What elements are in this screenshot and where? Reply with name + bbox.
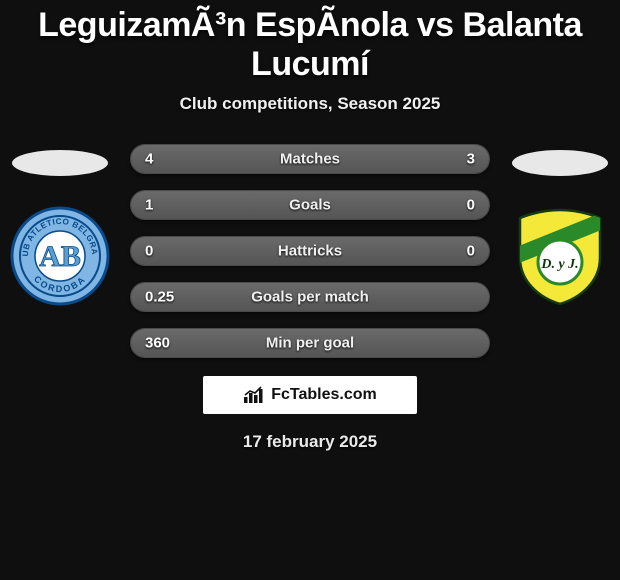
stat-row: 4 Matches 3 xyxy=(130,144,490,174)
stat-row: 360 Min per goal xyxy=(130,328,490,358)
right-team-column: D. y J. xyxy=(500,144,620,306)
stat-row: 0 Hattricks 0 xyxy=(130,236,490,266)
svg-text:D. y J.: D. y J. xyxy=(540,257,578,272)
left-team-badge: CLUB ATLETICO BELGRANO CORDOBA AB xyxy=(10,206,110,306)
stat-row: 0.25 Goals per match xyxy=(130,282,490,312)
stat-value-left: 0.25 xyxy=(145,289,174,306)
stat-label: Matches xyxy=(280,151,340,168)
left-team-column: CLUB ATLETICO BELGRANO CORDOBA AB xyxy=(0,144,120,306)
stat-value-left: 1 xyxy=(145,197,153,214)
brand-label: FcTables.com xyxy=(271,386,377,404)
defensa-badge-icon: D. y J. xyxy=(510,206,610,306)
brand-box[interactable]: FcTables.com xyxy=(203,376,417,414)
stat-label: Hattricks xyxy=(278,243,342,260)
stat-row: 1 Goals 0 xyxy=(130,190,490,220)
page-subtitle: Club competitions, Season 2025 xyxy=(0,94,620,114)
stat-value-left: 360 xyxy=(145,335,170,352)
photo-placeholder-ellipse xyxy=(512,150,608,176)
stat-fill-right xyxy=(417,191,489,219)
belgrano-badge-icon: CLUB ATLETICO BELGRANO CORDOBA AB xyxy=(10,206,110,306)
stat-value-right: 0 xyxy=(467,197,475,214)
main-row: CLUB ATLETICO BELGRANO CORDOBA AB 4 Match… xyxy=(0,144,620,358)
infographic-container: LeguizamÃ³n EspÃ­nola vs Balanta Lucumí … xyxy=(0,0,620,452)
stat-value-left: 0 xyxy=(145,243,153,260)
stats-column: 4 Matches 3 1 Goals 0 0 Hattricks 0 0.25 Goals per… xyxy=(120,144,500,358)
stat-label: Goals per match xyxy=(251,289,369,306)
stat-value-right: 3 xyxy=(467,151,475,168)
photo-placeholder-ellipse xyxy=(12,150,108,176)
stat-label: Min per goal xyxy=(266,335,354,352)
stat-fill-left xyxy=(131,191,417,219)
date-label: 17 february 2025 xyxy=(0,432,620,452)
bar-chart-icon xyxy=(243,386,265,404)
page-title: LeguizamÃ³n EspÃ­nola vs Balanta Lucumí xyxy=(0,6,620,84)
svg-text:AB: AB xyxy=(39,240,81,273)
stat-value-right: 0 xyxy=(467,243,475,260)
stat-label: Goals xyxy=(289,197,331,214)
stat-value-left: 4 xyxy=(145,151,153,168)
right-team-badge: D. y J. xyxy=(510,206,610,306)
